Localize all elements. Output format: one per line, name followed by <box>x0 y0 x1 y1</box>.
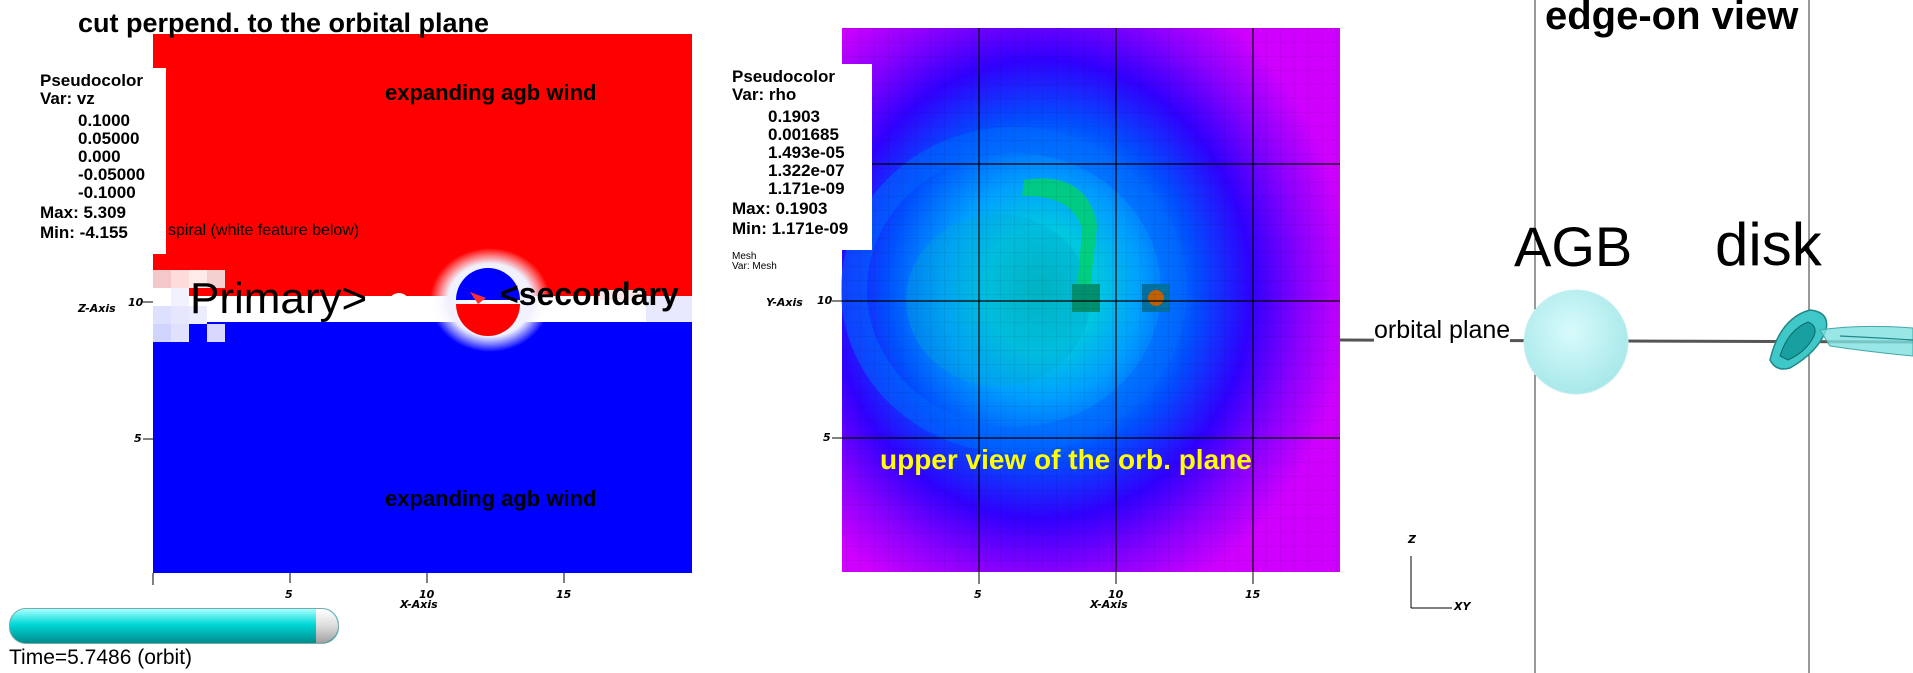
legend-title: Pseudocolor <box>732 67 835 86</box>
mesh-legend: Mesh Var: Mesh <box>732 252 777 272</box>
legend-level: -0.1000 <box>78 183 136 202</box>
vz-positive-region <box>153 34 692 302</box>
x-tick: 5 <box>974 588 982 601</box>
y-tick: 5 <box>823 431 831 444</box>
legend-level: 1.322e-07 <box>768 161 845 180</box>
legend-level: 0.001685 <box>768 125 839 144</box>
secondary-upper-lobe <box>456 268 520 300</box>
right-title: edge-on view <box>1545 0 1799 38</box>
edge-on-view-panel: edge-on view AGB disk orbital plane Z XY <box>1340 0 1913 673</box>
x-axis-label: X-Axis <box>400 598 438 611</box>
legend-level: -0.05000 <box>78 165 146 184</box>
vz-plot <box>40 34 692 585</box>
legend-level: 1.171e-09 <box>768 179 845 198</box>
secondary-label: <secondary <box>500 276 679 312</box>
x-axis-label: X-Axis <box>1090 598 1128 611</box>
legend-level: 0.05000 <box>78 129 140 148</box>
time-slider-end-cap <box>316 609 338 643</box>
y-axis-label: Y-Axis <box>766 296 803 309</box>
top-wind-label: expanding agb wind <box>385 80 597 105</box>
rho-legend: Pseudocolor Var: rho 0.1903 0.001685 1.4… <box>728 64 872 250</box>
primary-wind-patch <box>153 270 225 342</box>
legend-var: Var: rho <box>732 85 797 104</box>
legend-level: 0.1903 <box>768 107 820 126</box>
legend-levels: 0.1000 0.05000 0.000 -0.05000 -0.1000 <box>78 112 145 202</box>
vz-legend: Pseudocolor Var: vz 0.1000 0.05000 0.000… <box>36 68 166 254</box>
agb-label: AGB <box>1514 215 1633 278</box>
z-axis-label: Z-Axis <box>78 302 116 315</box>
y-tick: 5 <box>134 432 142 445</box>
legend-min: Min: 1.171e-09 <box>732 219 849 238</box>
accretion-disk <box>1769 309 1913 370</box>
disk-label: disk <box>1715 211 1822 278</box>
legend-var: Var: vz <box>40 89 95 108</box>
mesh-legend-var: Var: Mesh <box>732 261 777 272</box>
legend-min: Min: -4.155 <box>40 223 128 242</box>
agb-sphere <box>1523 289 1629 395</box>
primary-label: Primary> <box>190 274 368 323</box>
x-tick: 10 <box>1108 588 1124 601</box>
mesh-legend-title: Mesh <box>732 251 757 262</box>
bottom-wind-label: expanding agb wind <box>385 486 597 511</box>
time-slider[interactable] <box>9 608 339 644</box>
y-tick: 10 <box>817 294 833 307</box>
legend-title: Pseudocolor <box>40 71 143 90</box>
legend-level: 0.1000 <box>78 111 130 130</box>
legend-level: 0.000 <box>78 147 121 166</box>
legend-max: Max: 0.1903 <box>732 199 828 218</box>
x-tick: 15 <box>556 588 572 601</box>
edge-on-scene <box>1340 0 1913 673</box>
upper-view-label: upper view of the orb. plane <box>880 444 1252 475</box>
y-tick: 10 <box>128 296 144 309</box>
rho-upper-view-panel: Pseudocolor Var: rho 0.1903 0.001685 1.4… <box>692 0 1340 673</box>
vz-cut-panel: cut perpend. to the orbital plane Pseudo… <box>0 0 692 673</box>
rho-plot <box>732 28 1340 584</box>
x-tick: 15 <box>1245 588 1261 601</box>
legend-level: 1.493e-05 <box>768 143 845 162</box>
legend-max: Max: 5.309 <box>40 203 126 222</box>
x-tick: 10 <box>419 588 435 601</box>
secondary-lower-lobe <box>456 304 520 336</box>
legend-levels: 0.1903 0.001685 1.493e-05 1.322e-07 1.17… <box>768 108 845 198</box>
triad-z-label: Z <box>1408 533 1416 546</box>
time-label: Time=5.7486 (orbit) <box>9 646 193 669</box>
vz-negative-region <box>153 316 692 573</box>
spiral-label: spiral (white feature below) <box>168 222 360 239</box>
orbital-plane-label: orbital plane <box>1374 316 1511 345</box>
orbital-plane-band <box>153 296 692 322</box>
primary-star <box>388 293 410 315</box>
mesh-overlay <box>842 28 1340 572</box>
left-title: cut perpend. to the orbital plane <box>78 8 490 38</box>
x-tick: 5 <box>285 588 293 601</box>
triad-xy-label: XY <box>1454 600 1471 613</box>
